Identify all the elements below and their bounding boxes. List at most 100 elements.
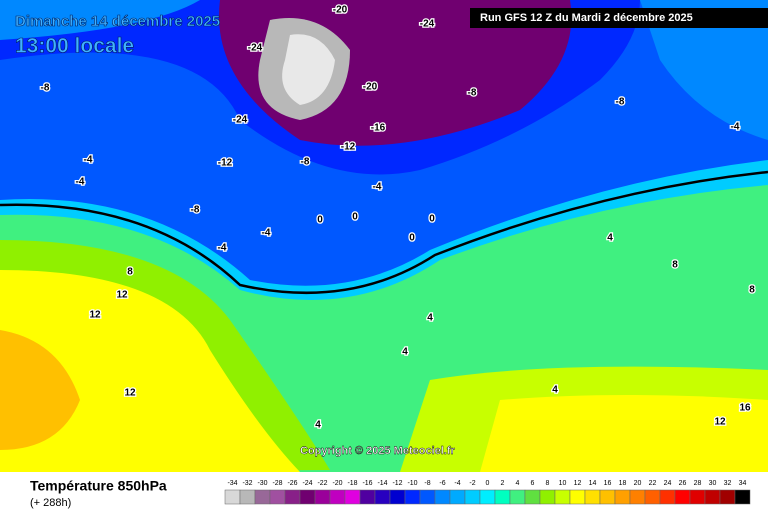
isotherm-label: -24 bbox=[248, 43, 263, 54]
scale-label: 26 bbox=[679, 480, 687, 487]
scale-label: 2 bbox=[501, 480, 505, 487]
scale-label: -4 bbox=[454, 480, 460, 487]
scale-label: 4 bbox=[516, 480, 520, 487]
scale-label: 14 bbox=[589, 480, 597, 487]
scale-swatch bbox=[284, 489, 301, 505]
isotherm-label: 4 bbox=[427, 313, 433, 324]
copyright: Copyright © 2025 Meteociel.fr bbox=[300, 445, 456, 457]
scale-swatch bbox=[224, 489, 241, 505]
isotherm-label: 0 bbox=[317, 215, 323, 226]
scale-label: -26 bbox=[287, 480, 297, 487]
scale-swatch bbox=[629, 489, 646, 505]
scale-swatch bbox=[404, 489, 421, 505]
scale-swatch bbox=[734, 489, 751, 505]
isotherm-labels: -20 -24 -24 -20 -24 -16 -12 -12 -8 -8 -8 -4 -8 -4 -4 0 0… bbox=[39, 3, 756, 432]
isotherm-label: -4 bbox=[262, 228, 271, 239]
isotherm-label: -4 bbox=[76, 177, 85, 188]
scale-label: 0 bbox=[486, 480, 490, 487]
isotherm-label: 4 bbox=[402, 347, 408, 358]
scale-label: 20 bbox=[634, 480, 642, 487]
isotherm-label: -4 bbox=[373, 182, 382, 193]
scale-label: 8 bbox=[546, 480, 550, 487]
scale-swatch bbox=[644, 489, 661, 505]
scale-label: -2 bbox=[469, 480, 475, 487]
scale-swatch bbox=[434, 489, 451, 505]
scale-swatch bbox=[254, 489, 271, 505]
isotherm-label: 4 bbox=[552, 385, 558, 396]
scale-swatch bbox=[359, 489, 376, 505]
isotherm-label: 0 bbox=[409, 233, 415, 244]
isotherm-label: 12 bbox=[124, 388, 136, 399]
scale-label: 10 bbox=[559, 480, 567, 487]
scale-label: -12 bbox=[392, 480, 402, 487]
footer-title: Température 850hPa bbox=[30, 478, 167, 494]
isotherm-label: -12 bbox=[341, 142, 356, 153]
scale-swatch bbox=[299, 489, 316, 505]
scale-swatch bbox=[584, 489, 601, 505]
isotherm-label: -12 bbox=[218, 158, 233, 169]
isotherm-label: 16 bbox=[739, 403, 751, 414]
scale-swatch bbox=[704, 489, 721, 505]
scale-swatch bbox=[719, 489, 736, 505]
scale-label: 6 bbox=[531, 480, 535, 487]
isotherm-label: 4 bbox=[315, 420, 321, 431]
scale-label: -18 bbox=[347, 480, 357, 487]
scale-label: -28 bbox=[272, 480, 282, 487]
isotherm-label: 8 bbox=[672, 260, 678, 271]
scale-swatch bbox=[374, 489, 391, 505]
scale-label: 34 bbox=[739, 480, 747, 487]
isotherm-label: -8 bbox=[191, 205, 200, 216]
scale-swatch bbox=[494, 489, 511, 505]
scale-swatch bbox=[239, 489, 256, 505]
scale-label: 16 bbox=[604, 480, 612, 487]
isotherm-label: 0 bbox=[429, 214, 435, 225]
isotherm-label: -8 bbox=[301, 157, 310, 168]
isotherm-label: 12 bbox=[116, 290, 128, 301]
scale-swatch bbox=[659, 489, 676, 505]
isotherm-label: 12 bbox=[89, 310, 101, 321]
isotherm-label: -16 bbox=[371, 123, 386, 134]
scale-label: -24 bbox=[302, 480, 312, 487]
isotherm-label: -8 bbox=[616, 97, 625, 108]
isotherm-label: -24 bbox=[420, 19, 435, 30]
isotherm-label: 8 bbox=[749, 285, 755, 296]
scale-label: -34 bbox=[227, 480, 237, 487]
scale-swatch bbox=[524, 489, 541, 505]
scale-label: 12 bbox=[574, 480, 582, 487]
scale-label: 18 bbox=[619, 480, 627, 487]
scale-label: -8 bbox=[424, 480, 430, 487]
isotherm-label: -20 bbox=[363, 82, 378, 93]
isotherm-label: -24 bbox=[233, 115, 248, 126]
color-scale: -34 -32 -30 -28 -26 -24 -22 -20 -18 -16 -14 -12 -10-… bbox=[224, 480, 751, 505]
scale-swatch bbox=[539, 489, 556, 505]
scale-swatch bbox=[614, 489, 631, 505]
isotherm-label: -8 bbox=[468, 88, 477, 99]
forecast-time: 13:00 locale bbox=[15, 35, 134, 58]
scale-label: 32 bbox=[724, 480, 732, 487]
scale-swatch bbox=[449, 489, 466, 505]
isotherm-label: -4 bbox=[218, 243, 227, 254]
isotherm-label: -8 bbox=[41, 83, 50, 94]
scale-swatch bbox=[569, 489, 586, 505]
scale-label: -30 bbox=[257, 480, 267, 487]
scale-swatch bbox=[674, 489, 691, 505]
scale-label: -20 bbox=[332, 480, 342, 487]
isotherm-label: 0 bbox=[352, 212, 358, 223]
scale-label: -32 bbox=[242, 480, 252, 487]
run-info: Run GFS 12 Z du Mardi 2 décembre 2025 bbox=[480, 12, 693, 24]
scale-swatch bbox=[689, 489, 706, 505]
scale-swatch bbox=[389, 489, 406, 505]
scale-label: 30 bbox=[709, 480, 717, 487]
scale-swatch bbox=[344, 489, 361, 505]
run-box bbox=[470, 8, 768, 28]
isotherm-label: 12 bbox=[714, 417, 726, 428]
isotherm-label: -20 bbox=[333, 5, 348, 16]
scale-label: 22 bbox=[649, 480, 657, 487]
scale-label: 28 bbox=[694, 480, 702, 487]
scale-swatch bbox=[509, 489, 526, 505]
scale-swatch bbox=[329, 489, 346, 505]
scale-label: -16 bbox=[362, 480, 372, 487]
scale-label: 24 bbox=[664, 480, 672, 487]
scale-swatch bbox=[464, 489, 481, 505]
isotherm-label: 4 bbox=[607, 233, 613, 244]
